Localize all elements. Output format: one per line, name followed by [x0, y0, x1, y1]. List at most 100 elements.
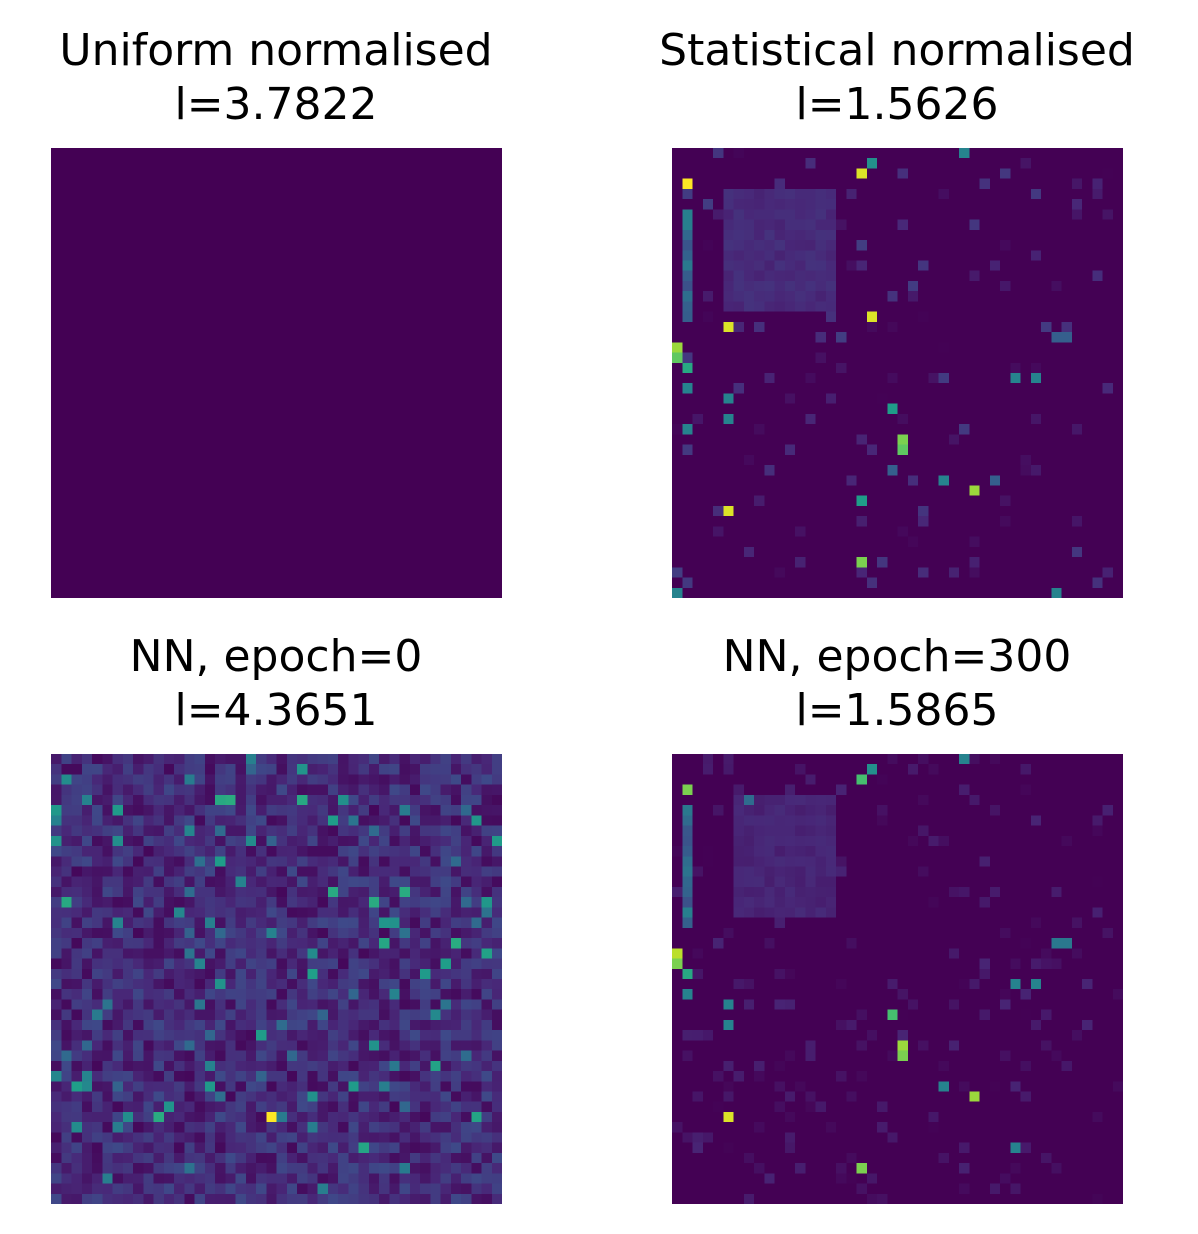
heatmap-cell — [1112, 465, 1123, 476]
heatmap-cell — [692, 229, 703, 241]
heatmap-cell — [461, 907, 472, 918]
heatmap-cell — [266, 927, 277, 939]
heatmap-cell — [713, 240, 724, 251]
heatmap-cell — [112, 784, 123, 796]
heatmap-cell — [61, 557, 72, 568]
heatmap-cell — [276, 403, 287, 415]
heatmap-cell — [866, 270, 878, 282]
heatmap-cell — [317, 897, 328, 908]
heatmap-cell — [1000, 434, 1011, 445]
heatmap-cell — [297, 856, 308, 867]
heatmap-cell — [133, 536, 144, 548]
heatmap-cell — [307, 784, 318, 796]
heatmap-cell — [918, 158, 929, 169]
heatmap-cell — [856, 567, 867, 578]
heatmap-cell — [420, 250, 431, 261]
heatmap-cell — [1020, 424, 1031, 435]
heatmap-cell — [672, 199, 683, 210]
heatmap-cell — [1112, 413, 1123, 425]
heatmap-cell — [102, 424, 113, 435]
heatmap-cell — [1092, 362, 1103, 374]
heatmap-cell — [491, 413, 502, 425]
heatmap-cell — [204, 342, 216, 353]
heatmap-cell — [682, 301, 693, 312]
heatmap-cell — [491, 754, 502, 765]
heatmap-cell — [1020, 219, 1031, 231]
heatmap-cell — [702, 342, 714, 353]
heatmap-cell — [409, 362, 421, 374]
heatmap-cell — [450, 240, 462, 251]
heatmap-cell — [1082, 240, 1093, 251]
heatmap-cell — [256, 403, 267, 415]
heatmap-cell — [399, 754, 410, 765]
heatmap-cell — [1010, 148, 1021, 159]
heatmap-cell — [461, 505, 472, 517]
heatmap-cell — [184, 1009, 195, 1021]
heatmap-cell — [491, 815, 502, 826]
heatmap-cell — [1020, 240, 1031, 251]
heatmap-cell — [938, 352, 949, 363]
heatmap-cell — [784, 270, 796, 282]
heatmap-cell — [235, 321, 246, 333]
heatmap-cell — [989, 403, 1001, 415]
heatmap-cell — [256, 495, 267, 507]
heatmap-cell — [846, 505, 857, 517]
heatmap-cell — [174, 475, 185, 486]
heatmap-cell — [122, 444, 134, 456]
heatmap-cell — [81, 846, 93, 857]
heatmap-cell — [51, 311, 62, 323]
heatmap-cell — [245, 475, 257, 486]
heatmap-cell — [1061, 158, 1072, 169]
heatmap-cell — [399, 526, 410, 537]
heatmap-cell — [989, 362, 1001, 374]
heatmap-cell — [989, 495, 1001, 507]
heatmap-cell — [327, 219, 339, 231]
heatmap-cell — [317, 465, 328, 476]
heatmap-cell — [204, 383, 216, 394]
heatmap-cell — [225, 188, 236, 200]
heatmap-cell — [461, 475, 472, 486]
heatmap-cell — [856, 516, 867, 527]
heatmap-cell — [754, 454, 765, 466]
heatmap-cell — [81, 958, 93, 969]
heatmap-cell — [266, 784, 277, 796]
heatmap-cell — [959, 557, 970, 568]
heatmap-cell — [338, 505, 349, 517]
heatmap-cell — [877, 148, 888, 159]
heatmap-cell — [307, 526, 318, 537]
heatmap-cell — [256, 178, 267, 190]
heatmap-cell — [1112, 424, 1123, 435]
heatmap-cell — [825, 229, 837, 241]
heatmap-cell — [297, 229, 308, 241]
heatmap-cell — [979, 178, 990, 190]
heatmap-cell — [948, 393, 960, 404]
heatmap-cell — [959, 168, 970, 179]
heatmap-cell — [71, 917, 82, 929]
heatmap-cell — [81, 825, 93, 837]
heatmap-cell — [51, 794, 62, 806]
heatmap-cell — [1041, 362, 1052, 374]
heatmap-cell — [815, 475, 826, 486]
heatmap-cell — [743, 373, 755, 384]
heatmap-cell — [133, 764, 144, 775]
heatmap-cell — [204, 546, 216, 558]
heatmap-cell — [338, 413, 349, 425]
heatmap-cell — [918, 352, 929, 363]
heatmap-cell — [1051, 362, 1062, 374]
heatmap-cell — [420, 754, 431, 765]
heatmap-cell — [204, 393, 216, 404]
heatmap-cell — [153, 505, 164, 517]
heatmap-cell — [672, 577, 683, 588]
heatmap-cell — [877, 311, 888, 323]
heatmap-cell — [1061, 587, 1072, 598]
heatmap-cell — [81, 866, 93, 877]
heatmap-cell — [317, 352, 328, 363]
heatmap-cell — [430, 825, 441, 837]
heatmap-cell — [784, 240, 796, 251]
heatmap-cell — [317, 567, 328, 578]
heatmap-cell — [348, 764, 359, 775]
heatmap-cell — [461, 897, 472, 908]
heatmap-cell — [112, 383, 123, 394]
heatmap-cell — [297, 815, 308, 826]
heatmap-cell — [723, 505, 734, 517]
